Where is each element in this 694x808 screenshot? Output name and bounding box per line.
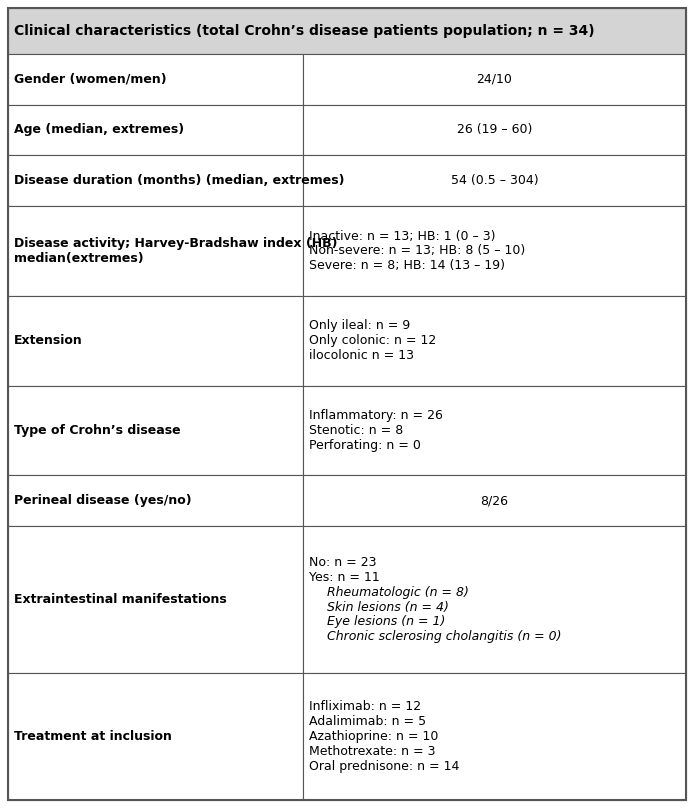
Bar [303,475,686,526]
Bar [8,105,303,155]
Text: Age (median, extremes): Age (median, extremes) [14,124,184,137]
Bar [8,8,686,54]
Bar [303,673,686,800]
Text: median(extremes): median(extremes) [14,251,144,264]
Bar [8,673,303,800]
Text: Extension: Extension [14,335,83,347]
Text: ilocolonic n = 13: ilocolonic n = 13 [309,349,414,362]
Text: Perforating: n = 0: Perforating: n = 0 [309,439,421,452]
Text: Methotrexate: n = 3: Methotrexate: n = 3 [309,745,435,758]
Text: No: n = 23: No: n = 23 [309,556,376,569]
Text: Only colonic: n = 12: Only colonic: n = 12 [309,335,437,347]
Bar [303,206,686,296]
Bar [8,54,303,105]
Text: Severe: n = 8; HB: 14 (13 – 19): Severe: n = 8; HB: 14 (13 – 19) [309,259,505,272]
Text: Eye lesions (n = 1): Eye lesions (n = 1) [327,616,446,629]
Text: Disease activity; Harvey-Bradshaw index (HB): Disease activity; Harvey-Bradshaw index … [14,238,337,250]
Text: Adalimimab: n = 5: Adalimimab: n = 5 [309,715,426,728]
Bar [8,385,303,475]
Bar [8,475,303,526]
Text: Skin lesions (n = 4): Skin lesions (n = 4) [327,600,449,613]
Text: 26 (19 – 60): 26 (19 – 60) [457,124,532,137]
Text: Rheumatologic (n = 8): Rheumatologic (n = 8) [327,586,469,599]
Bar [8,155,303,206]
Text: Perineal disease (yes/no): Perineal disease (yes/no) [14,494,192,507]
Text: Infliximab: n = 12: Infliximab: n = 12 [309,701,421,713]
Text: Yes: n = 11: Yes: n = 11 [309,571,380,584]
Text: Chronic sclerosing cholangitis (n = 0): Chronic sclerosing cholangitis (n = 0) [327,630,561,643]
Text: Type of Crohn’s disease: Type of Crohn’s disease [14,424,180,437]
Text: 8/26: 8/26 [480,494,509,507]
Text: Clinical characteristics (total Crohn’s disease patients population; n = 34): Clinical characteristics (total Crohn’s … [14,24,595,38]
Text: Gender (women/men): Gender (women/men) [14,73,167,86]
Text: Azathioprine: n = 10: Azathioprine: n = 10 [309,730,439,743]
Text: Extraintestinal manifestations: Extraintestinal manifestations [14,593,227,606]
Text: Non-severe: n = 13; HB: 8 (5 – 10): Non-severe: n = 13; HB: 8 (5 – 10) [309,244,525,258]
Text: 24/10: 24/10 [477,73,512,86]
Bar [303,296,686,385]
Text: Only ileal: n = 9: Only ileal: n = 9 [309,319,410,332]
Text: 54 (0.5 – 304): 54 (0.5 – 304) [450,175,539,187]
Text: Oral prednisone: n = 14: Oral prednisone: n = 14 [309,760,459,773]
Bar [303,54,686,105]
Bar [8,206,303,296]
Text: Disease duration (months) (median, extremes): Disease duration (months) (median, extre… [14,175,344,187]
Text: Treatment at inclusion: Treatment at inclusion [14,730,172,743]
Bar [8,526,303,673]
Bar [8,296,303,385]
Bar [303,385,686,475]
Text: Inflammatory: n = 26: Inflammatory: n = 26 [309,409,443,422]
Text: Stenotic: n = 8: Stenotic: n = 8 [309,424,403,437]
Bar [303,526,686,673]
Bar [303,105,686,155]
Bar [303,155,686,206]
Text: Inactive: n = 13; HB: 1 (0 – 3): Inactive: n = 13; HB: 1 (0 – 3) [309,229,496,242]
